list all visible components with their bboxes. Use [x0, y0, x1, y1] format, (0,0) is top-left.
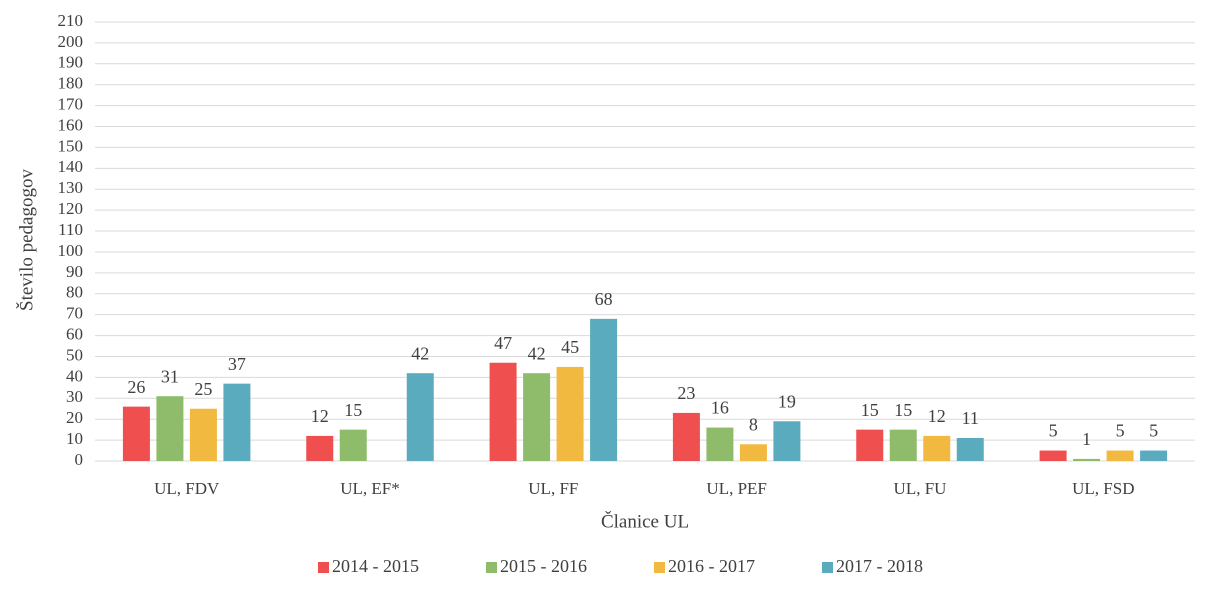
- legend-swatch: [822, 562, 833, 573]
- data-label: 15: [861, 400, 879, 420]
- bar: [523, 373, 551, 461]
- y-tick-label: 10: [66, 429, 83, 448]
- y-tick-label: 40: [66, 366, 83, 385]
- y-tick-label: 130: [58, 178, 84, 197]
- data-label: 42: [528, 343, 546, 363]
- bar: [122, 406, 150, 461]
- x-axis-title: Članice UL: [601, 510, 689, 532]
- bar: [672, 412, 700, 461]
- data-label: 12: [928, 406, 946, 426]
- bar: [339, 429, 367, 461]
- data-label: 68: [595, 289, 613, 309]
- y-tick-label: 30: [66, 387, 83, 406]
- legend-label: 2014 - 2015: [332, 556, 419, 576]
- y-tick-label: 210: [58, 11, 84, 30]
- y-tick-label: 120: [58, 199, 84, 218]
- y-tick-label: 180: [58, 74, 84, 93]
- y-tick-label: 190: [58, 53, 84, 72]
- y-axis-title: Število pedagogov: [15, 169, 37, 311]
- data-label: 8: [749, 414, 758, 434]
- bar: [1140, 450, 1168, 461]
- data-label: 19: [778, 391, 796, 411]
- x-tick-label: UL, FF: [528, 479, 578, 498]
- data-label: 45: [561, 337, 579, 357]
- bar: [223, 383, 251, 461]
- legend-swatch: [654, 562, 665, 573]
- y-tick-label: 200: [58, 32, 84, 51]
- data-label: 31: [161, 366, 179, 386]
- bar: [189, 408, 217, 461]
- bar: [856, 429, 884, 461]
- bar: [1039, 450, 1067, 461]
- legend-swatch: [318, 562, 329, 573]
- x-tick-label: UL, PEF: [706, 479, 766, 498]
- y-tick-label: 80: [66, 283, 83, 302]
- bar: [889, 429, 917, 461]
- bar: [773, 421, 801, 461]
- bar: [556, 366, 584, 461]
- bar: [956, 438, 984, 461]
- bar: [406, 373, 434, 461]
- data-label: 11: [962, 408, 979, 428]
- y-tick-label: 90: [66, 262, 83, 281]
- data-label: 23: [677, 383, 695, 403]
- data-label: 15: [894, 400, 912, 420]
- bar: [306, 435, 334, 461]
- y-tick-label: 140: [58, 157, 84, 176]
- data-label: 12: [311, 406, 329, 426]
- bar: [739, 444, 767, 461]
- data-label: 25: [194, 379, 212, 399]
- data-label: 47: [494, 333, 512, 353]
- y-tick-label: 20: [66, 408, 83, 427]
- bar: [1073, 458, 1101, 461]
- y-tick-label: 170: [58, 95, 84, 114]
- y-tick-label: 110: [58, 220, 83, 239]
- data-label: 16: [711, 398, 729, 418]
- y-tick-label: 160: [58, 115, 84, 134]
- bar: [590, 318, 618, 461]
- bar: [156, 396, 184, 461]
- bar: [489, 362, 517, 461]
- data-label: 5: [1049, 421, 1058, 441]
- data-label: 15: [344, 400, 362, 420]
- data-label: 26: [127, 377, 145, 397]
- x-tick-label: UL, FU: [894, 479, 947, 498]
- y-tick-label: 70: [66, 304, 83, 323]
- bar: [923, 435, 951, 461]
- bar: [706, 427, 734, 461]
- data-label: 42: [411, 343, 429, 363]
- x-tick-label: UL, EF*: [340, 479, 400, 498]
- data-label: 1: [1082, 429, 1091, 449]
- legend-label: 2017 - 2018: [836, 556, 923, 576]
- y-tick-label: 0: [75, 450, 84, 469]
- y-tick-label: 100: [58, 241, 84, 260]
- data-label: 37: [228, 354, 246, 374]
- y-tick-label: 150: [58, 136, 84, 155]
- bar: [1106, 450, 1134, 461]
- x-tick-label: UL, FSD: [1072, 479, 1134, 498]
- legend-label: 2016 - 2017: [668, 556, 755, 576]
- legend-label: 2015 - 2016: [500, 556, 587, 576]
- x-tick-label: UL, FDV: [154, 479, 220, 498]
- y-tick-label: 60: [66, 324, 83, 343]
- data-label: 5: [1116, 421, 1125, 441]
- data-label: 5: [1149, 421, 1158, 441]
- legend-swatch: [486, 562, 497, 573]
- y-tick-label: 50: [66, 345, 83, 364]
